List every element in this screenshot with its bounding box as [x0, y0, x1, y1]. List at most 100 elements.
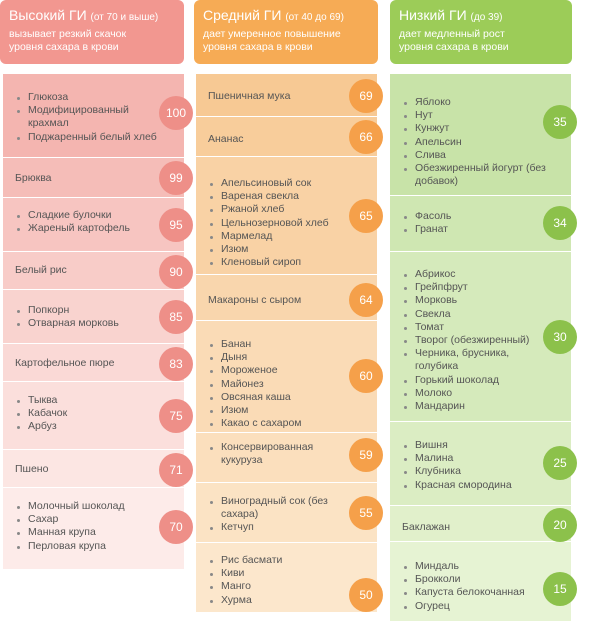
gi-group: Миндаль Брокколи Капуста белокочанная Огуре…	[390, 542, 577, 622]
gi-value-badge: 35	[543, 105, 577, 139]
food-item: Малина	[401, 452, 512, 465]
food-item: Слива	[401, 149, 546, 162]
gi-group: Вишня Малина Клубника Красная смородина 25	[390, 422, 577, 506]
food-item: Тыква	[14, 394, 67, 407]
food-item: Жареный картофель	[14, 222, 130, 235]
food-item: Дыня	[207, 351, 302, 364]
food-item: Нут	[401, 109, 546, 122]
gi-value-badge: 25	[543, 446, 577, 480]
gi-value-badge: 50	[349, 578, 383, 612]
gi-value-badge: 69	[349, 79, 383, 113]
food-item: Кетчуп	[207, 521, 328, 534]
food-item: Хурма	[207, 594, 282, 607]
food-item: Томат	[401, 321, 529, 334]
food-list: Попкорн Отварная морковь	[14, 304, 119, 330]
food-item: Арбуз	[14, 420, 67, 433]
food-list: Виноградный сок (без сахара) Кетчуп	[207, 495, 328, 535]
food-item: Мармелад	[207, 230, 329, 243]
food-item: Овсяная каша	[207, 391, 302, 404]
gi-value-badge: 99	[159, 161, 193, 195]
gi-group: Ананас 66	[196, 117, 383, 157]
food-item: Перловая крупа	[14, 540, 125, 553]
food-item: Брокколи	[401, 573, 525, 586]
header-range: (до 39)	[470, 12, 503, 23]
gi-value-badge: 100	[159, 96, 193, 130]
food-item: Апельсиновый сок	[207, 177, 329, 190]
food-item: Огурец	[401, 600, 525, 613]
food-list: Консервированная кукуруза	[207, 441, 313, 467]
food-item: Капуста белокочанная	[401, 586, 525, 599]
gi-group: Рис басмати Киви Манго Хурма 50	[196, 543, 383, 613]
food-item: Киви	[207, 567, 282, 580]
gi-group: Попкорн Отварная морковь 85	[3, 290, 193, 344]
header-mid-gi: Средний ГИ (от 40 до 69) дает умеренное …	[194, 0, 378, 64]
food-list: Абрикос Грейпфрут Морковь Свекла Томат Творог…	[401, 268, 529, 413]
gi-value-badge: 90	[159, 255, 193, 289]
gi-group: Глюкоза Модифицированный крахмал Поджаренны…	[3, 74, 193, 158]
header-desc-line1: дает умеренное повышение	[203, 28, 341, 40]
header-title: Высокий ГИ	[9, 7, 87, 23]
food-item: Белый рис	[15, 264, 67, 276]
header-title: Средний ГИ	[203, 7, 282, 23]
gi-group: Виноградный сок (без сахара) Кетчуп 55	[196, 483, 383, 543]
header-desc-line2: уровня сахара в крови	[203, 41, 313, 53]
gi-value-badge: 55	[349, 496, 383, 530]
header-title: Низкий ГИ	[399, 7, 467, 23]
food-item: Молоко	[401, 387, 529, 400]
header-range: (от 40 до 69)	[285, 12, 344, 23]
food-item: Пшено	[15, 463, 49, 475]
food-item: Красная смородина	[401, 479, 512, 492]
gi-group: Пшено 71	[3, 450, 193, 488]
food-item: Модифицированный	[14, 104, 157, 117]
food-list: Миндаль Брокколи Капуста белокочанная Огуре…	[401, 560, 525, 613]
gi-group: Белый рис 90	[3, 252, 193, 290]
food-item: Изюм	[207, 404, 302, 417]
gi-group: Консервированная кукуруза 59	[196, 433, 383, 483]
food-item: Кабачок	[14, 407, 67, 420]
food-item: Миндаль	[401, 560, 525, 573]
food-item: Изюм	[207, 243, 329, 256]
header-desc-line1: вызывает резкий скачок	[9, 28, 127, 40]
food-item: Консервированная	[207, 441, 313, 454]
food-item: Сладкие булочки	[14, 209, 130, 222]
food-item: Поджаренный белый хлеб	[14, 131, 157, 144]
food-item: Грейпфрут	[401, 281, 529, 294]
food-list: Глюкоза Модифицированный крахмал Поджаренны…	[14, 91, 157, 144]
food-item: добавок)	[415, 175, 458, 188]
food-item: Черника, брусника,	[401, 347, 529, 360]
gi-group: Молочный шоколад Сахар Манная крупа Перлова…	[3, 488, 193, 570]
food-item: Апельсин	[401, 136, 546, 149]
food-list: Молочный шоколад Сахар Манная крупа Перлова…	[14, 500, 125, 553]
gi-group: Яблоко Нут Кунжут Апельсин Слива Обезжиренный…	[390, 74, 577, 196]
food-item: Баклажан	[402, 521, 451, 533]
food-item: Попкорн	[14, 304, 119, 317]
header-high-gi: Высокий ГИ (от 70 и выше) вызывает резки…	[0, 0, 184, 64]
food-item: Цельнозерновой хлеб	[207, 217, 329, 230]
food-item: Виноградный сок (без	[207, 495, 328, 508]
food-item: Майонез	[207, 378, 302, 391]
gi-group: Брюква 99	[3, 158, 193, 198]
gi-value-badge: 95	[159, 208, 193, 242]
gi-group: Сладкие булочки Жареный картофель 95	[3, 198, 193, 252]
food-item: голубика	[415, 360, 459, 373]
food-item: кукуруза	[221, 454, 263, 467]
food-item: Мороженое	[207, 364, 302, 377]
food-list: Сладкие булочки Жареный картофель	[14, 209, 130, 235]
food-item: Вареная свекла	[207, 190, 329, 203]
food-item: Кунжут	[401, 122, 546, 135]
food-item: Обезжиренный йогурт (без	[401, 162, 546, 175]
gi-value-badge: 83	[159, 347, 193, 381]
gi-group: Фасоль Гранат 34	[390, 196, 577, 252]
header-range: (от 70 и выше)	[90, 12, 159, 23]
food-item: Рис басмати	[207, 554, 282, 567]
food-item: Морковь	[401, 294, 529, 307]
gi-value-badge: 65	[349, 199, 383, 233]
header-desc-line1: дает медленный рост	[399, 28, 505, 40]
food-item: Мандарин	[401, 400, 529, 413]
gi-value-badge: 34	[543, 206, 577, 240]
food-item: Абрикос	[401, 268, 529, 281]
gi-value-badge: 75	[159, 399, 193, 433]
food-item: Макароны с сыром	[208, 294, 302, 306]
food-item: Сахар	[14, 513, 125, 526]
food-list: Фасоль Гранат	[401, 210, 451, 236]
